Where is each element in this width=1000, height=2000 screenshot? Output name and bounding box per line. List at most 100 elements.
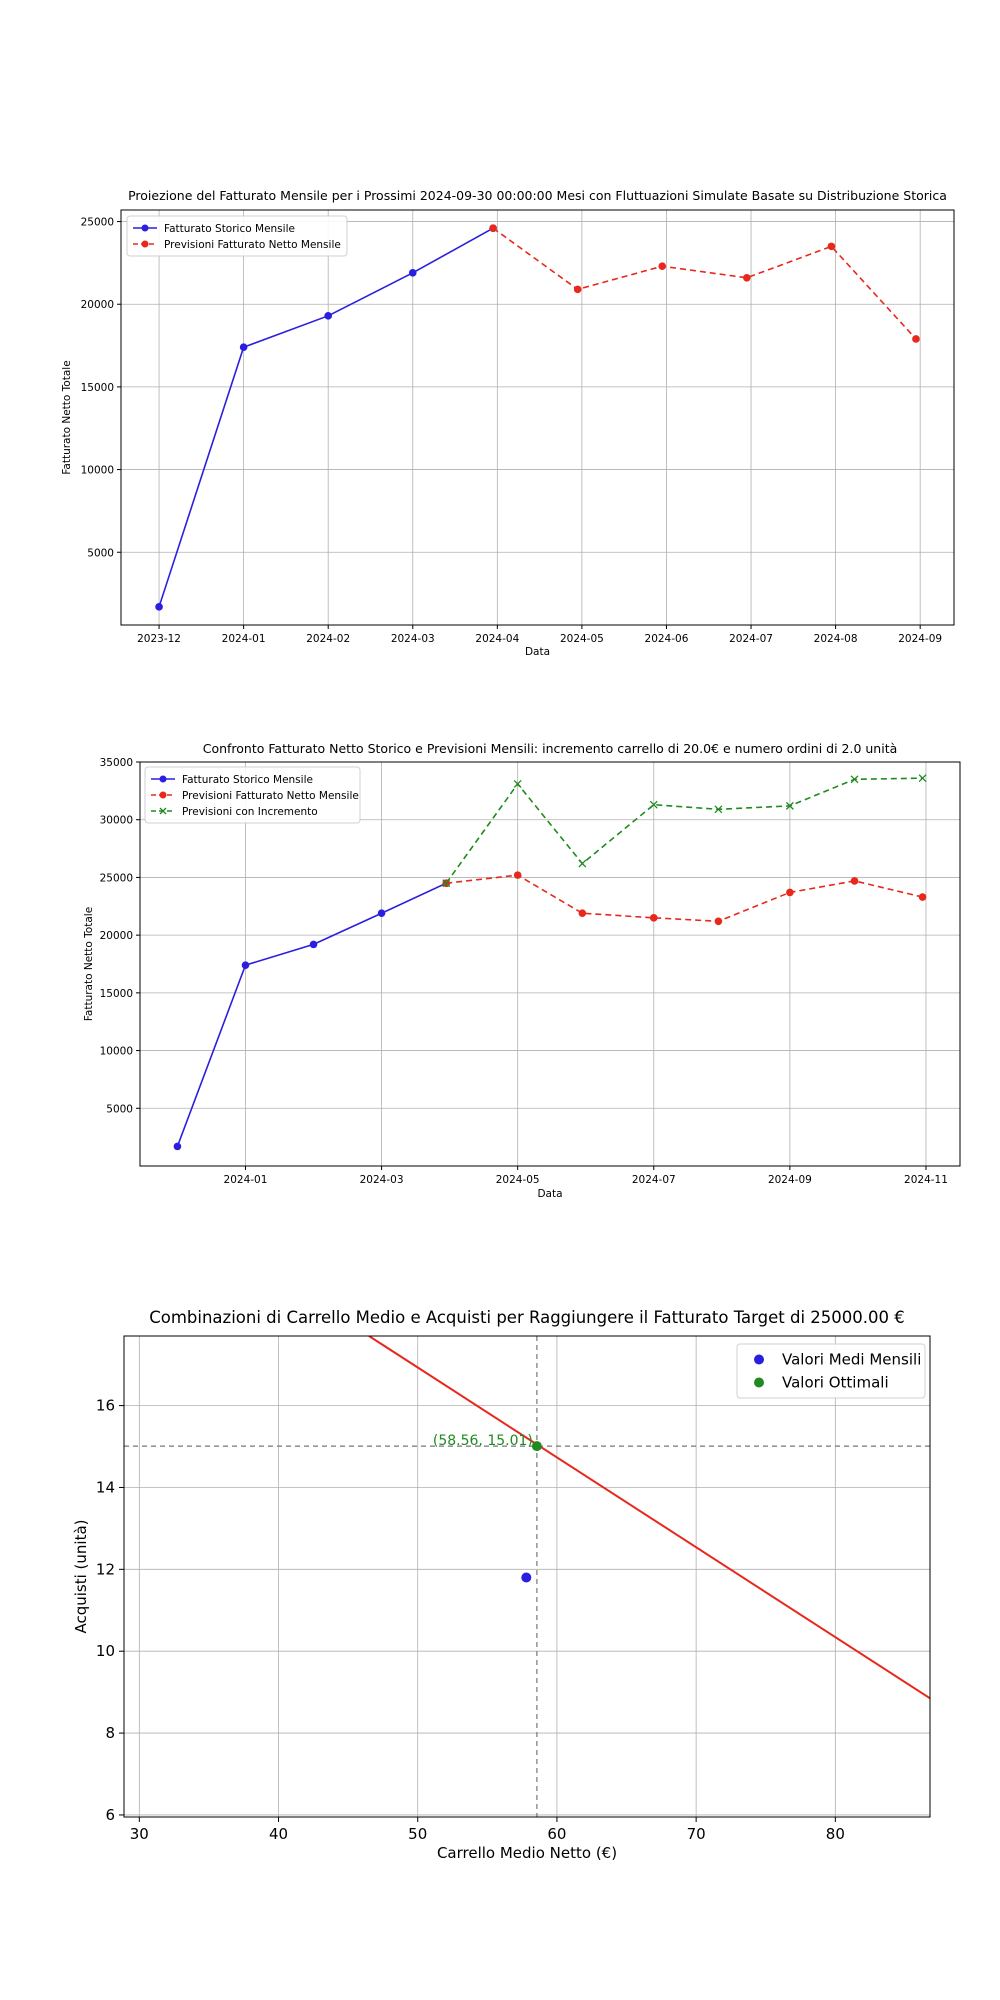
data-point-x-marker: [918, 774, 927, 783]
data-point: [578, 909, 587, 918]
data-point: [309, 940, 318, 949]
x-tick-label: 40: [269, 1825, 288, 1843]
target-curve-group: [368, 1336, 930, 1700]
scatter-point-1: [531, 1441, 542, 1452]
data-point: [241, 961, 250, 969]
legend-swatch-marker: [141, 224, 149, 232]
y-tick-label: 8: [105, 1724, 115, 1742]
target-revenue-curve: [368, 1336, 930, 1700]
data-point: [850, 877, 859, 885]
y-tick-label: 20000: [81, 299, 114, 311]
x-tick-label: 2024-06: [645, 633, 689, 645]
x-tick-label: 2024-07: [729, 633, 773, 645]
y-tick-label: 10000: [100, 1046, 133, 1058]
y-tick-label: 14: [96, 1478, 115, 1496]
y-tick-label: 20000: [100, 930, 133, 942]
x-tick-label: 60: [547, 1825, 566, 1843]
data-point-x-marker: [714, 805, 723, 814]
legend-entry-label: Previsioni con Incremento: [182, 806, 318, 818]
x-tick-label: 2024-01: [222, 633, 266, 645]
x-axis-label: Carrello Medio Netto (€): [437, 1844, 617, 1862]
y-tick-label: 16: [96, 1397, 115, 1415]
data-point: [408, 269, 417, 277]
legend-frame: [144, 766, 361, 824]
scatter-point-0: [521, 1572, 532, 1583]
data-point-x-marker: [649, 800, 658, 809]
x-tick-label: 2024-03: [391, 633, 435, 645]
y-tick-label: 30000: [100, 815, 133, 827]
y-tick-label: 25000: [100, 872, 133, 884]
plot-frame: [123, 1335, 931, 1818]
legend-entry-label: Previsioni Fatturato Netto Mensile: [182, 790, 359, 802]
data-point-x-marker: [578, 859, 587, 868]
y-tick-label: 12: [96, 1560, 115, 1578]
x-tick-label: 2024-11: [904, 1174, 948, 1186]
x-tick-label: 2024-04: [475, 633, 519, 645]
data-point: [918, 893, 927, 901]
data-point: [786, 888, 794, 897]
legend-entry-label: Fatturato Storico Mensile: [182, 774, 313, 786]
data-point: [513, 871, 522, 879]
legend: Fatturato Storico Mensile Previsioni Fatt…: [144, 766, 361, 824]
x-tick-label: 2024-05: [496, 1174, 540, 1186]
chart-title: Proiezione del Fatturato Mensile per i P…: [128, 188, 947, 203]
data-point-x-marker: [850, 775, 859, 784]
x-tick-label: 80: [826, 1825, 845, 1843]
data-point: [324, 312, 332, 320]
data-point: [155, 603, 163, 611]
legend: Fatturato Storico Mensile Previsioni Fatt…: [126, 215, 348, 257]
x-marker-stroke: [442, 879, 451, 888]
x-marker-stroke: [513, 779, 522, 788]
series-line-0: [158, 227, 494, 608]
series-line-1: [492, 227, 917, 340]
x-tick-label: 2024-09: [898, 633, 942, 645]
optimal-point-annotation: (58.56, 15.01): [433, 1433, 533, 1449]
data-point: [649, 914, 658, 922]
plot-frame: [120, 209, 955, 626]
legend-frame: [736, 1343, 926, 1399]
y-tick-label: 10000: [81, 465, 114, 477]
legend-swatch-marker: [159, 791, 167, 799]
series-line-2: [445, 777, 923, 884]
chart-title: Confronto Fatturato Netto Storico e Prev…: [203, 741, 898, 756]
x-tick-label: 2024-02: [306, 633, 350, 645]
x-tick-label: 2024-09: [768, 1174, 812, 1186]
series-line-0: [176, 882, 447, 1147]
data-point: [827, 242, 836, 251]
chart-target-combinations: 30 40 50 60 70 80 6 8 10 12 14 16 (58.56, 15.01) Comb…: [72, 1308, 931, 1862]
x-tick-label: 2024-01: [224, 1174, 268, 1186]
plot-frame: [139, 761, 961, 1167]
x-tick-label: 2024-07: [632, 1174, 676, 1186]
chart-forecast-monthly: 2023-12 2024-01 2024-02 2024-03 2024-04 2024-…: [61, 188, 955, 658]
x-tick-label: 50: [408, 1825, 427, 1843]
legend-entry-label: Valori Ottimali: [782, 1374, 889, 1392]
y-axis-label: Fatturato Netto Totale: [83, 907, 95, 1021]
x-tick-label: 2024-05: [560, 633, 604, 645]
x-marker-stroke: [714, 805, 723, 814]
legend-swatch-marker: [754, 1377, 764, 1388]
legend-frame: [126, 215, 348, 257]
y-tick-label: 15000: [100, 988, 133, 1000]
legend-entry-label: Previsioni Fatturato Netto Mensile: [164, 239, 341, 251]
y-tick-label: 35000: [100, 757, 133, 769]
y-tick-label: 6: [105, 1806, 115, 1824]
data-point-x-marker: [513, 779, 522, 788]
y-tick-label: 25000: [81, 217, 114, 229]
y-tick-label: 5000: [106, 1103, 133, 1115]
series-line-1: [446, 874, 923, 923]
data-point: [489, 224, 497, 232]
x-axis-label: Data: [525, 646, 550, 658]
legend-swatch-marker: [754, 1354, 764, 1365]
data-point-x-marker: [442, 879, 451, 888]
data-point: [912, 335, 920, 343]
y-axis-label: Acquisti (unità): [72, 1519, 90, 1633]
legend: Valori Medi Mensili Valori Ottimali: [736, 1343, 926, 1399]
y-axis-label: Fatturato Netto Totale: [61, 360, 73, 474]
legend-entry-label: Fatturato Storico Mensile: [164, 223, 295, 235]
x-marker-stroke: [649, 800, 658, 809]
x-marker-stroke: [850, 775, 859, 784]
data-point: [377, 909, 386, 918]
legend-swatch-marker: [159, 775, 167, 783]
chart-comparison-increment: 2024-01 2024-03 2024-05 2024-07 2024-09 2024-…: [83, 741, 961, 1200]
